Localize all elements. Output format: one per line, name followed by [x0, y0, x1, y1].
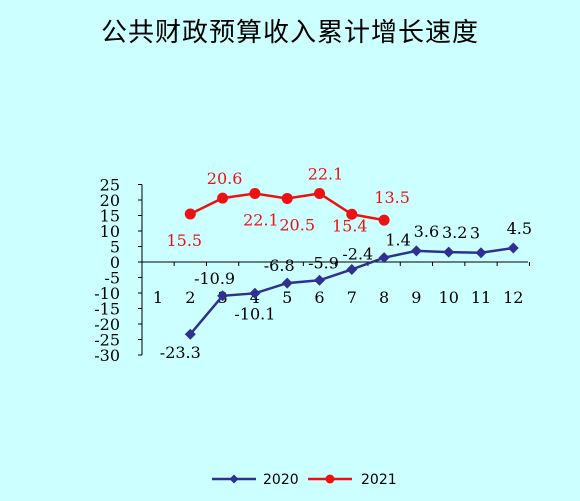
- y-tick-label: 5: [110, 238, 120, 257]
- data-point-2021: [249, 187, 261, 199]
- y-tick-label: 15: [100, 207, 120, 226]
- data-label-2021: 22.1: [308, 164, 344, 183]
- y-tick-label: -15: [94, 300, 120, 319]
- x-tick-label: 1: [153, 288, 163, 307]
- x-tick-label: 2: [185, 288, 195, 307]
- data-point-2020: [410, 245, 422, 257]
- legend-label-2020: 2020: [263, 472, 299, 488]
- x-tick-label: 6: [314, 288, 324, 307]
- x-tick-label: 12: [503, 288, 523, 307]
- y-tick-label: 25: [100, 176, 120, 195]
- data-label-2021: 15.5: [166, 231, 202, 250]
- legend-label-2021: 2021: [361, 472, 397, 488]
- data-label-2020: -5.9: [308, 253, 339, 272]
- data-point-2021: [378, 214, 390, 226]
- data-point-2020: [475, 247, 487, 259]
- data-label-2020: -10.9: [194, 269, 235, 288]
- data-point-2020: [249, 287, 261, 299]
- y-tick-label: 20: [100, 191, 120, 210]
- data-label-2020: 3: [470, 224, 480, 243]
- y-tick-label: -20: [94, 315, 120, 334]
- legend-marker-2021: [325, 474, 335, 484]
- x-tick-label: 10: [439, 288, 459, 307]
- data-label-2021: 20.6: [207, 169, 243, 188]
- data-point-2021: [281, 192, 293, 204]
- data-point-2020: [314, 274, 325, 286]
- legend-marker-2020: [229, 474, 239, 484]
- y-tick-label: 10: [100, 222, 120, 241]
- data-point-2020: [346, 263, 358, 275]
- x-tick-label: 11: [471, 288, 491, 307]
- data-label-2020: -10.1: [234, 304, 275, 323]
- x-tick-label: 9: [411, 288, 421, 307]
- data-point-2020: [443, 246, 455, 258]
- x-tick-label: 8: [379, 288, 389, 307]
- data-point-2020: [184, 328, 196, 340]
- data-point-2020: [281, 277, 293, 289]
- data-label-2020: -2.4: [342, 244, 373, 263]
- data-label-2020: 1.4: [385, 231, 410, 250]
- data-label-2021: 13.5: [374, 188, 410, 207]
- data-point-2021: [184, 208, 196, 220]
- data-label-2020: 3.2: [442, 223, 467, 242]
- y-tick-label: -5: [104, 269, 120, 288]
- data-label-2020: 4.5: [507, 219, 532, 238]
- x-tick-label: 5: [282, 288, 292, 307]
- data-label-2020: -23.3: [160, 343, 201, 362]
- data-label-2020: 3.6: [414, 222, 439, 241]
- data-label-2021: 22.1: [243, 210, 279, 229]
- data-label-2021: 20.5: [279, 215, 315, 234]
- data-label-2020: -6.8: [264, 256, 295, 275]
- y-tick-label: -25: [94, 331, 120, 350]
- data-label-2021: 15.4: [332, 216, 368, 235]
- data-point-2021: [314, 187, 325, 199]
- y-tick-label: -30: [94, 346, 120, 365]
- y-tick-label: 0: [110, 253, 120, 272]
- chart-title: 公共财政预算收入累计增长速度: [100, 18, 479, 48]
- data-point-2020: [217, 290, 229, 302]
- x-tick-label: 7: [347, 288, 357, 307]
- data-point-2021: [346, 208, 358, 220]
- data-point-2020: [378, 252, 390, 264]
- data-point-2020: [507, 242, 519, 254]
- data-point-2021: [217, 192, 229, 204]
- y-tick-label: -10: [94, 284, 120, 303]
